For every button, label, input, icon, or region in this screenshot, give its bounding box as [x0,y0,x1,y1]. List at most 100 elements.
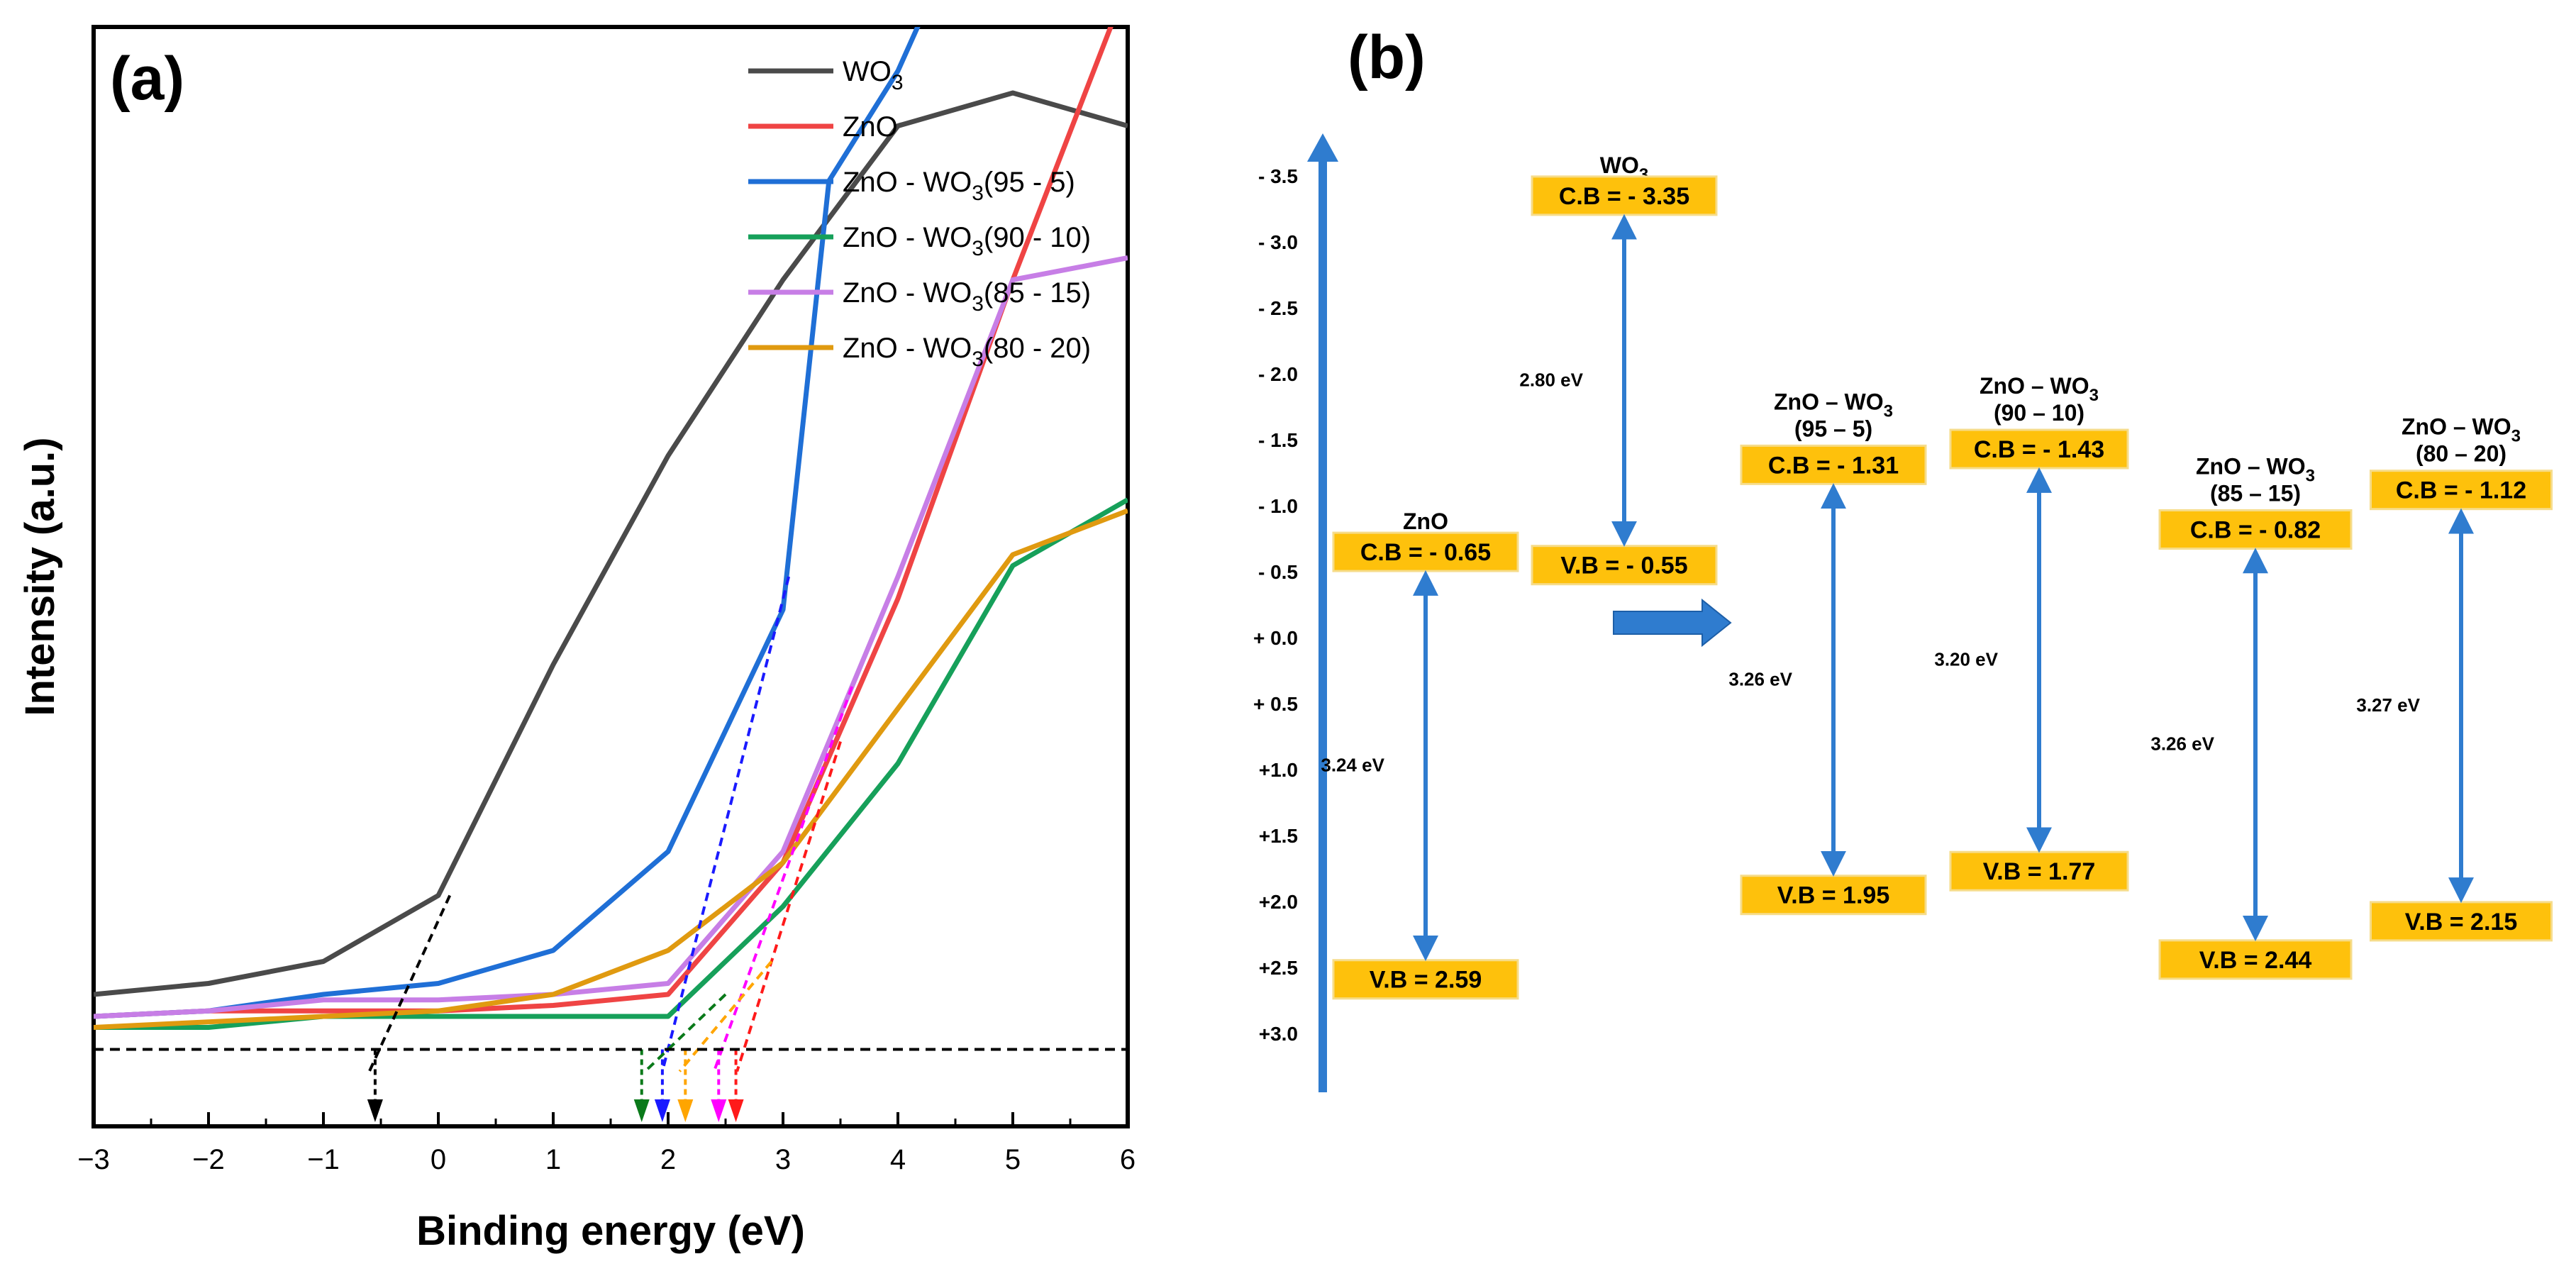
x-tick-label: 6 [1120,1144,1136,1175]
cb-box [2370,470,2553,511]
panel-b: (b) - 3.5 - 3.0 - 2.5 - 2.0 - 1.5 - 1.0 - 0.5 +… [1253,23,2553,1092]
onset-markers [367,576,854,1122]
right-arrow-icon [1613,598,1732,648]
cb-label: C.B = - 1.43 [1974,436,2104,463]
onset-arrowhead-0 [367,1099,383,1122]
vb-box [1740,875,1927,916]
material-ratio: (95 – 5) [1794,416,1872,441]
series-line-4 [94,255,1128,1019]
material-ratio: (85 – 15) [2210,480,2301,506]
onset-tangent-1 [735,740,842,1072]
scale-label: - 3.0 [1258,231,1298,253]
energy-scale: - 3.5 - 3.0 - 2.5 - 2.0 - 1.5 - 1.0 - 0.5 + 0.0… [1253,133,1338,1092]
vb-label: V.B = 2.44 [2199,947,2312,974]
legend-entry-2: ZnO - WO3(95 - 5) [843,167,1075,205]
vb-label: V.B = - 0.55 [1560,553,1687,579]
x-tick-label: −3 [77,1144,110,1175]
series-line-5 [94,508,1128,1030]
vb-box [2370,901,2553,942]
x-tick-label: −1 [307,1144,340,1175]
vb-label: V.B = 1.95 [1777,882,1889,909]
x-tick-label: −2 [192,1144,225,1175]
x-tick-label: 1 [545,1144,561,1175]
legend-entry-4: ZnO - WO3(85 - 15) [843,277,1091,316]
cb-box [1531,175,1718,216]
onset-tangent-4 [712,686,854,1072]
material-ratio: (90 – 10) [1994,400,2084,426]
legend-entry-5: ZnO - WO3(80 - 20) [843,333,1091,371]
x-tick-label: 2 [660,1144,676,1175]
panel-a-label: (a) [110,45,184,113]
scale-label: - 3.5 [1258,165,1298,187]
scale-label: - 0.5 [1258,561,1298,583]
series-line-2 [94,27,921,1019]
legend-entry-3: ZnO - WO3(90 - 10) [843,222,1091,260]
onset-arrowhead-5 [677,1099,694,1122]
x-axis-label: Binding energy (eV) [416,1208,805,1254]
series-line-1 [94,27,1114,1019]
scale-label: + 0.5 [1253,693,1298,715]
material-name: ZnO – WO3 [1774,389,1893,421]
scale-label: +3.0 [1259,1023,1298,1045]
band-5: ZnO – WO3(80 – 20) C.B = - 1.12 V.B = 2.15… [2356,414,2553,942]
band-gap-label: 3.26 eV [2150,733,2214,755]
material-name: ZnO – WO3 [1980,373,2099,405]
series-line-0 [94,90,1128,997]
y-axis-label: Intensity (a.u.) [17,437,63,716]
material-name: WO3 [1600,152,1648,184]
vb-label: V.B = 2.15 [2405,909,2517,936]
band-gap-label: 3.27 eV [2356,694,2420,716]
scale-label: +2.0 [1259,891,1298,913]
band-gap-label: 3.26 eV [1728,669,1792,690]
vb-label: V.B = 2.59 [1370,967,1482,994]
onset-arrowhead-4 [711,1099,727,1122]
cb-box [1740,444,1927,485]
x-tick-label: 5 [1005,1144,1021,1175]
panel-b-label: (b) [1348,23,1426,91]
cb-label: C.B = - 1.31 [1768,452,1899,479]
legend-entry-1: ZnO [843,111,898,143]
series-group [94,27,1128,1030]
x-tick-label: 3 [775,1144,791,1175]
energy-axis-arrow-icon [1307,133,1338,162]
legend: WO3 ZnO ZnO - WO3(95 - 5) ZnO - WO3(90 - 10… [748,56,1091,371]
band-0: ZnO C.B = - 0.65 V.B = 2.59 3.24 eV [1321,509,1519,1000]
band-4: ZnO – WO3(85 – 15) C.B = - 0.82 V.B = 2.44… [2150,453,2353,980]
x-tick-label: 0 [431,1144,446,1175]
onset-tangent-0 [367,894,452,1072]
band-gap-label: 2.80 eV [1519,369,1583,390]
x-tick-label: 4 [890,1144,906,1175]
scale-label: - 1.5 [1258,429,1298,451]
scale-label: +1.0 [1259,759,1298,781]
scale-label: +1.5 [1259,825,1298,847]
band-2: ZnO – WO3(95 – 5) C.B = - 1.31 V.B = 1.95 3… [1728,389,1927,916]
scale-label: - 1.0 [1258,495,1298,517]
series-line-3 [94,497,1128,1030]
cb-label: C.B = - 0.82 [2190,516,2321,543]
onset-arrowhead-3 [633,1099,650,1122]
band-3: ZnO – WO3(90 – 10) C.B = - 1.43 V.B = 1.77… [1934,373,2129,892]
scale-label: + 0.0 [1253,627,1298,649]
material-name: ZnO [1403,509,1448,534]
cb-label: C.B = - 0.65 [1360,539,1491,566]
onset-arrowhead-2 [654,1099,670,1122]
cb-label: C.B = - 1.12 [2396,477,2526,504]
panel-a: (a) −3 −2 −1 0 1 2 3 4 5 6 WO3 ZnO ZnO - WO3(95 - 5… [17,25,1136,1254]
band-gap-label: 3.24 eV [1321,754,1384,775]
band-gap-label: 3.20 eV [1934,649,1998,670]
scale-label: - 2.0 [1258,363,1298,385]
x-ticks: −3 −2 −1 0 1 2 3 4 5 6 [77,1112,1136,1175]
material-ratio: (80 – 20) [2416,441,2506,467]
scale-label: - 2.5 [1258,297,1298,319]
onset-arrowhead-1 [728,1099,744,1122]
material-name: ZnO – WO3 [2196,453,2315,485]
cb-label: C.B = - 3.35 [1559,183,1689,210]
cb-box [1332,531,1519,572]
onset-tangent-5 [678,960,773,1072]
vb-label: V.B = 1.77 [1983,858,2095,885]
onset-tangent-3 [644,993,727,1072]
vb-box [1332,959,1519,1000]
